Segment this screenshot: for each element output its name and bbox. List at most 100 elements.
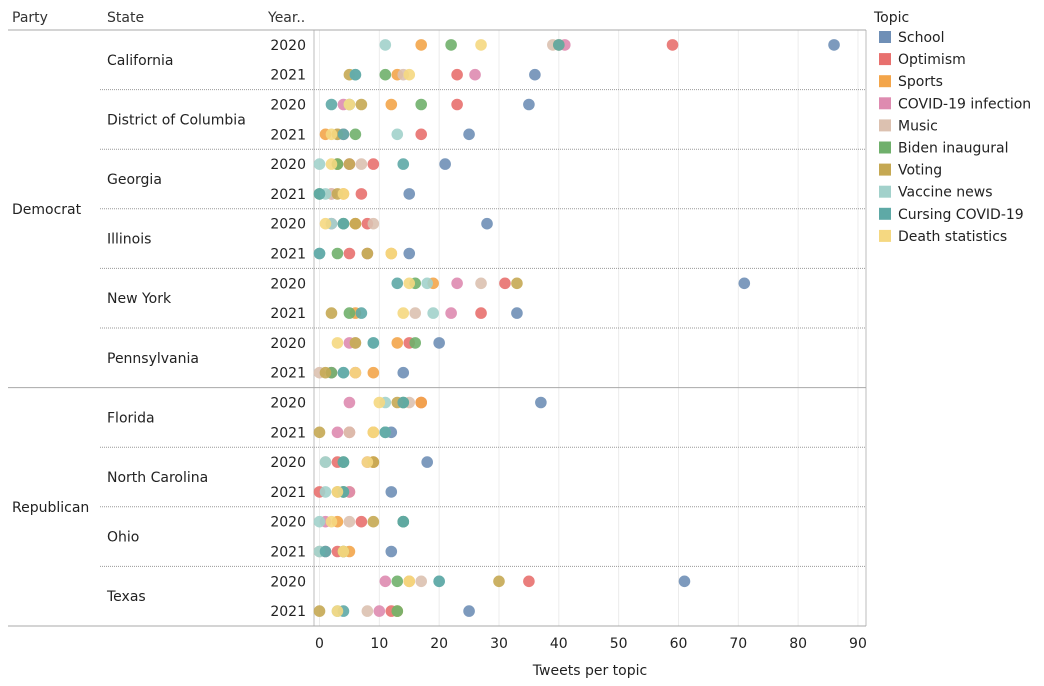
legend-label: Biden inaugural	[898, 141, 1009, 157]
legend-label: Death statistics	[898, 229, 1007, 245]
point-covid-19-infection: COVID-19 infection: 26	[469, 68, 481, 81]
point-cursing-covid-19: Cursing COVID-19: 6	[349, 68, 362, 81]
point-death-statistics: Death statistics: 2	[325, 158, 338, 170]
legend-title: Topic	[873, 10, 909, 26]
x-tick-label: 0	[315, 636, 324, 652]
legend-label: COVID-19 infection	[898, 96, 1031, 112]
year-label: 2020	[270, 157, 306, 173]
point-school: School: 15	[403, 188, 416, 200]
legend-label: Voting	[898, 163, 942, 179]
point-cursing-covid-19: Cursing COVID-19: 13	[391, 277, 404, 290]
x-axis-title: Tweets per topic	[532, 663, 647, 679]
point-death-statistics: Death statistics: 15	[403, 277, 416, 290]
point-optimism: Optimism: 31	[499, 277, 511, 290]
point-covid-19-infection: COVID-19 infection: 23	[451, 277, 463, 290]
point-school: School: 28	[481, 217, 493, 230]
point-voting: Voting: 6	[349, 217, 362, 230]
points-layer: School: 86 Optimism: 59 Sports: 17 COVID-19…	[313, 39, 840, 617]
point-death-statistics: Death statistics: 5	[343, 98, 356, 111]
legend-swatch	[879, 75, 891, 88]
label-layer: Party State Year.. Tweets per topic Topi…	[12, 10, 909, 679]
state-label: New York	[107, 291, 172, 307]
structure-layer	[8, 29, 867, 627]
point-music: Music: 27	[475, 277, 487, 290]
point-voting: Voting: 0	[313, 426, 326, 439]
legend-label: Cursing COVID-19	[898, 207, 1024, 223]
point-music: Music: 17	[415, 575, 428, 588]
year-label: 2020	[270, 515, 306, 531]
year-label: 2020	[270, 336, 306, 352]
legend-label: Sports	[898, 74, 943, 90]
legend-swatch	[879, 185, 891, 198]
point-death-statistics: Death statistics: 1	[319, 217, 332, 230]
point-school: School: 20	[433, 337, 445, 349]
point-covid-19-infection: COVID-19 infection: 10	[373, 605, 386, 617]
point-cursing-covid-19: Cursing COVID-19: 11	[379, 426, 392, 439]
point-voting: Voting: 30	[493, 575, 505, 588]
point-death-statistics: Death statistics: 6	[349, 366, 362, 379]
point-school: School: 12	[385, 486, 398, 498]
point-optimism: Optimism: 23	[451, 98, 463, 111]
year-label: 2020	[270, 396, 306, 412]
point-vaccine-news: Vaccine news: 1	[319, 486, 332, 498]
legend-label: Optimism	[898, 52, 966, 68]
point-voting: Voting: 2	[325, 307, 338, 319]
point-biden-inaugural: Biden inaugural: 17	[415, 98, 428, 111]
state-label: California	[107, 53, 173, 69]
point-sports: Sports: 17	[415, 39, 428, 51]
state-label: Pennsylvania	[107, 351, 199, 367]
point-music: Music: 5	[343, 426, 356, 439]
legend-swatch	[879, 229, 891, 242]
point-death-statistics: Death statistics: 14	[397, 307, 410, 319]
point-death-statistics: Death statistics: 15	[403, 68, 416, 81]
point-cursing-covid-19: Cursing COVID-19: 2	[325, 98, 338, 111]
point-vaccine-news: Vaccine news: 13	[391, 128, 404, 141]
point-death-statistics: Death statistics: 9	[367, 426, 380, 439]
point-cursing-covid-19: Cursing COVID-19: 7	[355, 307, 368, 319]
year-label: 2020	[270, 574, 306, 590]
year-label: 2020	[270, 217, 306, 233]
state-label: Ohio	[107, 530, 139, 546]
point-music: Music: 7	[355, 158, 368, 170]
point-cursing-covid-19: Cursing COVID-19: 4	[337, 128, 350, 141]
point-school: School: 12	[385, 545, 398, 558]
x-tick-label: 30	[490, 636, 508, 652]
point-cursing-covid-19: Cursing COVID-19: 20	[433, 575, 445, 588]
point-cursing-covid-19: Cursing COVID-19: 4	[337, 366, 350, 379]
year-label: 2021	[270, 485, 306, 501]
point-covid-19-infection: COVID-19 infection: 3	[331, 426, 344, 439]
point-voting: Voting: 33	[511, 277, 523, 290]
party-label: Republican	[12, 500, 89, 516]
point-death-statistics: Death statistics: 8	[361, 456, 374, 468]
point-sports: Sports: 9	[367, 366, 380, 379]
x-tick-label: 60	[670, 636, 688, 652]
point-biden-inaugural: Biden inaugural: 11	[379, 68, 392, 81]
point-death-statistics: Death statistics: 2	[325, 128, 338, 141]
point-school: School: 35	[523, 98, 535, 111]
point-death-statistics: Death statistics: 10	[373, 396, 386, 409]
point-school: School: 86	[828, 39, 840, 51]
x-tick-label: 90	[849, 636, 867, 652]
point-voting: Voting: 9	[367, 515, 380, 528]
state-label: Texas	[106, 589, 146, 605]
point-cursing-covid-19: Cursing COVID-19: 14	[397, 515, 410, 528]
point-covid-19-infection: COVID-19 infection: 11	[379, 575, 392, 588]
year-label: 2020	[270, 38, 306, 54]
x-tick-label: 70	[729, 636, 747, 652]
state-label: North Carolina	[107, 470, 208, 486]
point-death-statistics: Death statistics: 2	[325, 515, 338, 528]
point-cursing-covid-19: Cursing COVID-19: 40	[553, 39, 565, 51]
year-label: 2021	[270, 306, 306, 322]
point-cursing-covid-19: Cursing COVID-19: 4	[337, 456, 350, 468]
point-school: School: 14	[397, 366, 410, 379]
point-covid-19-infection: COVID-19 infection: 22	[445, 307, 457, 319]
x-tick-label: 10	[370, 636, 388, 652]
point-voting: Voting: 5	[343, 158, 356, 170]
point-optimism: Optimism: 17	[415, 128, 428, 141]
point-optimism: Optimism: 9	[367, 158, 380, 170]
state-label: Georgia	[107, 172, 162, 188]
year-label: 2020	[270, 455, 306, 471]
point-school: School: 25	[463, 128, 475, 141]
